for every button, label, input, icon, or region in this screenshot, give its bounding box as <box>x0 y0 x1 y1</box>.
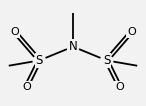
Text: O: O <box>127 27 136 37</box>
Text: N: N <box>69 40 77 53</box>
Text: O: O <box>115 82 124 92</box>
Text: S: S <box>36 54 43 67</box>
Text: S: S <box>103 54 110 67</box>
Text: O: O <box>22 82 31 92</box>
Text: O: O <box>10 27 19 37</box>
